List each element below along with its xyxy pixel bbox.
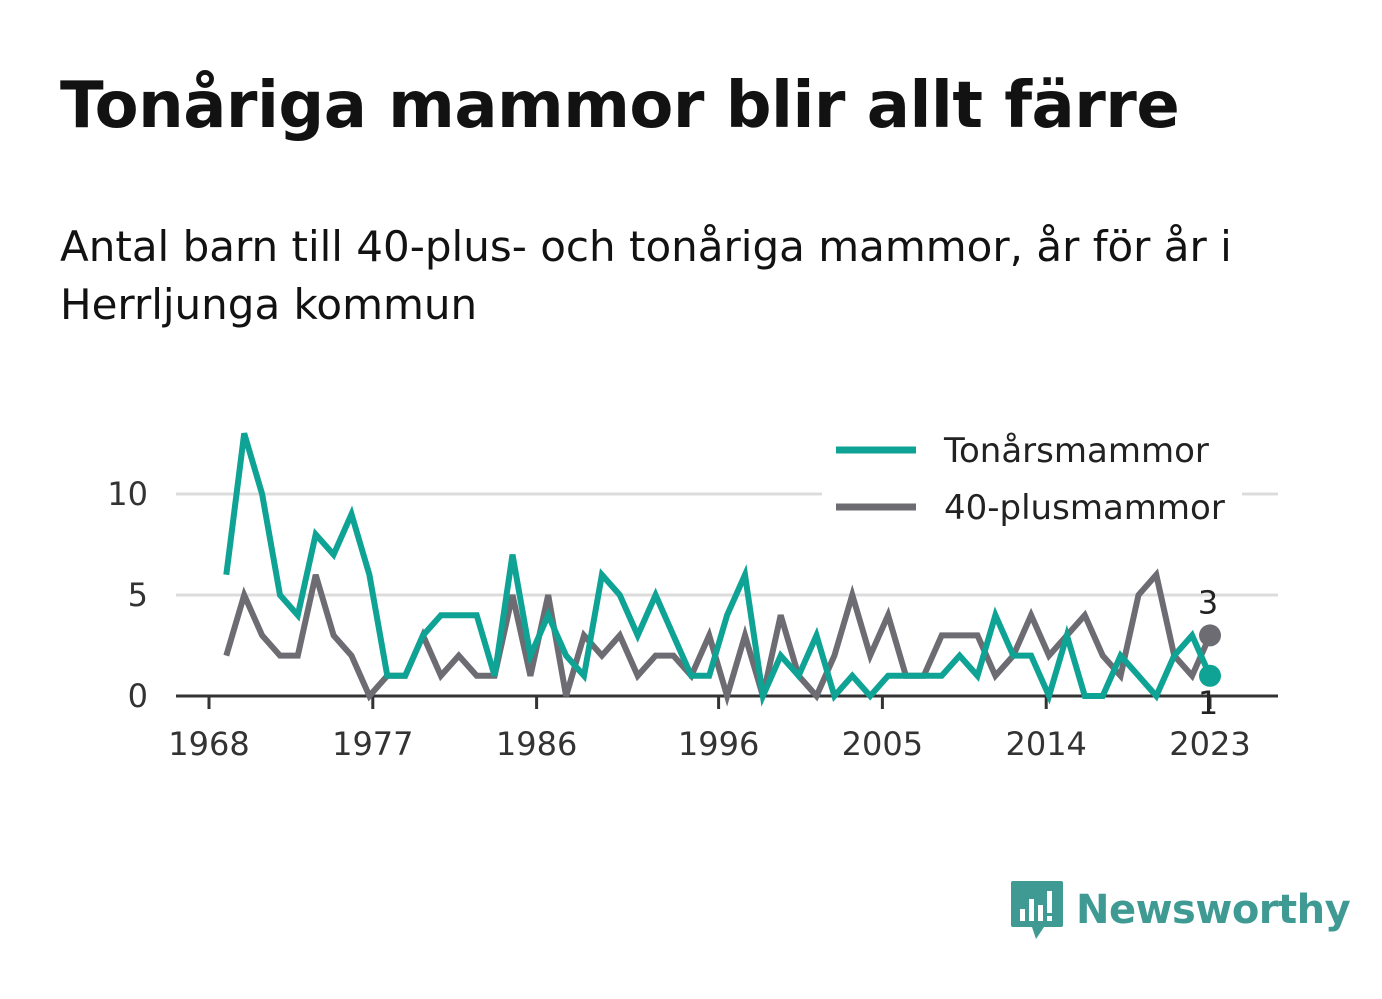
end-label-1: 3 (1198, 583, 1218, 621)
x-tick-label-1977: 1977 (332, 725, 413, 763)
y-tick-label-10: 10 (107, 475, 148, 513)
x-tick-label-2014: 2014 (1005, 725, 1086, 763)
series-lines (223, 432, 1221, 707)
brand-name: Newsworthy (1076, 887, 1351, 933)
end-point-0 (1199, 664, 1221, 687)
x-tick-label-2005: 2005 (842, 725, 923, 763)
chart-subtitle: Antal barn till 40-plus- och tonåriga ma… (60, 222, 1232, 329)
legend: Tonårsmammor 40-plusmammor (822, 425, 1242, 541)
tick-labels: 0 5 10 1968 1977 1986 1996 2005 2014 2023 3 1 (107, 475, 1250, 763)
end-label-0: 1 (1198, 684, 1218, 722)
y-tick-label-5: 5 (128, 576, 148, 614)
newsworthy-logo-icon (1011, 881, 1063, 939)
legend-label-1: 40-plusmammor (944, 488, 1225, 528)
x-tick-label-1968: 1968 (168, 725, 249, 763)
y-tick-label-0: 0 (128, 677, 148, 715)
legend-background (822, 425, 1242, 541)
end-point-1 (1199, 624, 1221, 647)
x-tick-label-1986: 1986 (496, 725, 577, 763)
x-tick-label-1996: 1996 (678, 725, 759, 763)
series-line-0 (223, 432, 1213, 707)
x-tick-label-2023: 2023 (1169, 725, 1250, 763)
newsworthy-brand: Newsworthy (1010, 878, 1351, 942)
legend-label-0: Tonårsmammor (943, 431, 1209, 471)
chart-title: Tonåriga mammor blir allt färre (60, 69, 1180, 143)
